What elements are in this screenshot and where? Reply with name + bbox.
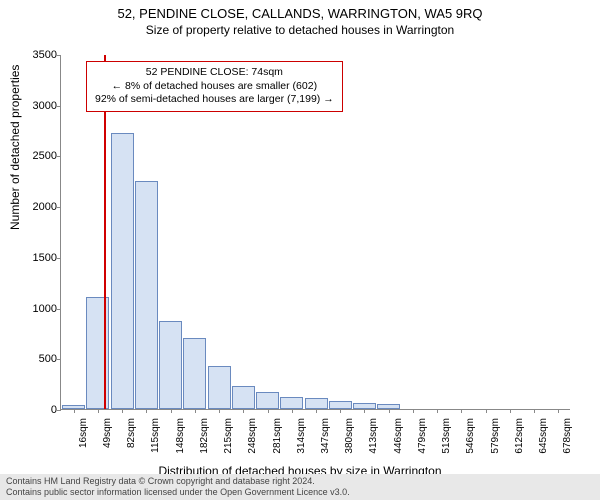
x-tick-mark xyxy=(364,409,365,413)
y-tick-mark xyxy=(57,156,61,157)
histogram-bar xyxy=(232,386,255,409)
x-tick-mark xyxy=(195,409,196,413)
x-tick-mark xyxy=(243,409,244,413)
x-tick-label: 314sqm xyxy=(296,418,307,458)
x-tick-label: 148sqm xyxy=(175,418,186,458)
annotation-line2: ← 8% of detached houses are smaller (602… xyxy=(95,80,334,94)
page-title: 52, PENDINE CLOSE, CALLANDS, WARRINGTON,… xyxy=(0,0,600,21)
x-tick-mark xyxy=(292,409,293,413)
y-tick-mark xyxy=(57,258,61,259)
histogram-bar xyxy=(256,392,279,409)
x-tick-label: 248sqm xyxy=(247,418,258,458)
x-tick-mark xyxy=(268,409,269,413)
y-tick-label: 0 xyxy=(21,404,57,416)
x-tick-mark xyxy=(534,409,535,413)
y-tick-label: 2500 xyxy=(21,150,57,162)
histogram-bar xyxy=(86,297,109,409)
y-tick-mark xyxy=(57,207,61,208)
x-tick-mark xyxy=(558,409,559,413)
x-tick-label: 479sqm xyxy=(417,418,428,458)
x-tick-mark xyxy=(413,409,414,413)
annotation-box: 52 PENDINE CLOSE: 74sqm ← 8% of detached… xyxy=(86,61,343,112)
y-tick-mark xyxy=(57,410,61,411)
y-tick-label: 3000 xyxy=(21,100,57,112)
x-tick-mark xyxy=(461,409,462,413)
histogram-bar xyxy=(159,321,182,409)
annotation-line3: 92% of semi-detached houses are larger (… xyxy=(95,93,334,107)
annotation-line1: 52 PENDINE CLOSE: 74sqm xyxy=(95,66,334,80)
y-tick-label: 500 xyxy=(21,353,57,365)
x-tick-mark xyxy=(486,409,487,413)
x-tick-label: 612sqm xyxy=(514,418,525,458)
y-tick-label: 1500 xyxy=(21,252,57,264)
x-tick-label: 579sqm xyxy=(490,418,501,458)
x-tick-label: 82sqm xyxy=(126,418,137,458)
x-tick-label: 115sqm xyxy=(150,418,161,458)
y-tick-label: 3500 xyxy=(21,49,57,61)
y-tick-label: 2000 xyxy=(21,201,57,213)
x-tick-label: 678sqm xyxy=(562,418,573,458)
x-tick-label: 546sqm xyxy=(465,418,476,458)
footer: Contains HM Land Registry data © Crown c… xyxy=(0,474,600,500)
x-tick-mark xyxy=(389,409,390,413)
footer-line2: Contains public sector information licen… xyxy=(6,487,594,498)
footer-line1: Contains HM Land Registry data © Crown c… xyxy=(6,476,594,487)
x-tick-mark xyxy=(340,409,341,413)
x-tick-label: 215sqm xyxy=(223,418,234,458)
y-axis-label: Number of detached properties xyxy=(8,65,22,230)
y-tick-label: 1000 xyxy=(21,303,57,315)
histogram-bar xyxy=(111,133,134,409)
chart-container: 52, PENDINE CLOSE, CALLANDS, WARRINGTON,… xyxy=(0,0,600,500)
histogram-bar xyxy=(280,397,303,409)
histogram-bar xyxy=(329,401,352,409)
x-tick-mark xyxy=(171,409,172,413)
x-tick-mark xyxy=(122,409,123,413)
y-tick-mark xyxy=(57,55,61,56)
x-tick-label: 645sqm xyxy=(538,418,549,458)
x-tick-mark xyxy=(74,409,75,413)
x-tick-label: 446sqm xyxy=(393,418,404,458)
x-tick-mark xyxy=(146,409,147,413)
x-tick-label: 281sqm xyxy=(272,418,283,458)
chart-plot-area: 52 PENDINE CLOSE: 74sqm ← 8% of detached… xyxy=(60,55,570,410)
x-tick-mark xyxy=(98,409,99,413)
x-tick-label: 182sqm xyxy=(199,418,210,458)
y-tick-mark xyxy=(57,359,61,360)
x-tick-label: 513sqm xyxy=(441,418,452,458)
x-tick-label: 380sqm xyxy=(344,418,355,458)
page-subtitle: Size of property relative to detached ho… xyxy=(0,21,600,37)
y-tick-mark xyxy=(57,309,61,310)
x-tick-mark xyxy=(510,409,511,413)
histogram-bar xyxy=(135,181,158,409)
x-tick-label: 16sqm xyxy=(78,418,89,458)
x-tick-label: 49sqm xyxy=(102,418,113,458)
histogram-bar xyxy=(183,338,206,409)
histogram-bar xyxy=(208,366,231,409)
x-tick-label: 347sqm xyxy=(320,418,331,458)
x-tick-mark xyxy=(219,409,220,413)
x-tick-mark xyxy=(316,409,317,413)
histogram-bar xyxy=(305,398,328,409)
x-tick-label: 413sqm xyxy=(368,418,379,458)
x-tick-mark xyxy=(437,409,438,413)
y-tick-mark xyxy=(57,106,61,107)
